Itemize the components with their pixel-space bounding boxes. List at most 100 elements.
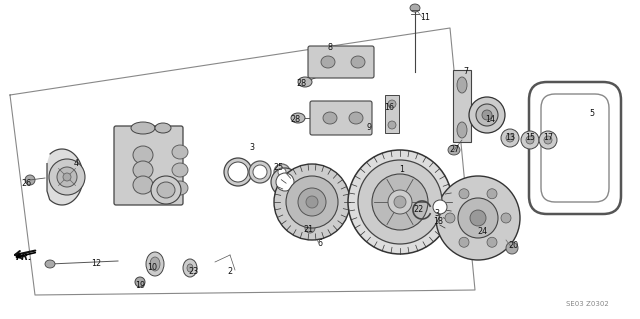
- Ellipse shape: [445, 213, 455, 223]
- Ellipse shape: [57, 167, 77, 187]
- Bar: [453, 70, 471, 142]
- Text: 9: 9: [367, 122, 372, 131]
- Ellipse shape: [146, 252, 164, 276]
- FancyBboxPatch shape: [114, 126, 183, 205]
- Ellipse shape: [278, 168, 286, 176]
- Ellipse shape: [539, 131, 557, 149]
- Text: 11: 11: [420, 12, 430, 21]
- Text: FR.: FR.: [16, 253, 32, 262]
- Text: 25: 25: [273, 164, 283, 173]
- Ellipse shape: [286, 176, 338, 228]
- Text: SE03 Z0302: SE03 Z0302: [566, 301, 609, 307]
- FancyBboxPatch shape: [310, 101, 372, 135]
- Ellipse shape: [271, 168, 299, 196]
- Ellipse shape: [298, 77, 312, 87]
- Ellipse shape: [274, 164, 350, 240]
- Ellipse shape: [457, 77, 467, 93]
- Ellipse shape: [135, 277, 145, 287]
- Ellipse shape: [157, 182, 175, 198]
- Ellipse shape: [448, 145, 460, 155]
- Text: 14: 14: [485, 115, 495, 124]
- Ellipse shape: [476, 104, 498, 126]
- Text: 6: 6: [317, 239, 323, 248]
- Ellipse shape: [388, 100, 396, 108]
- Text: 12: 12: [91, 259, 101, 269]
- Ellipse shape: [433, 200, 447, 214]
- Ellipse shape: [544, 136, 552, 144]
- Text: 2: 2: [227, 266, 232, 276]
- Text: 26: 26: [21, 179, 31, 188]
- Ellipse shape: [187, 264, 193, 272]
- Text: 17: 17: [543, 133, 553, 143]
- Ellipse shape: [487, 237, 497, 247]
- Ellipse shape: [526, 136, 534, 144]
- Ellipse shape: [436, 176, 520, 260]
- Ellipse shape: [306, 196, 318, 208]
- Ellipse shape: [172, 163, 188, 177]
- Ellipse shape: [224, 158, 252, 186]
- Text: 1: 1: [399, 166, 404, 174]
- Text: 22: 22: [413, 205, 423, 214]
- Text: 19: 19: [135, 281, 145, 291]
- Ellipse shape: [469, 97, 505, 133]
- Ellipse shape: [323, 112, 337, 124]
- Text: 3: 3: [435, 209, 440, 218]
- Ellipse shape: [133, 176, 153, 194]
- Text: 4: 4: [74, 159, 79, 167]
- Text: 13: 13: [505, 132, 515, 142]
- Ellipse shape: [501, 213, 511, 223]
- Ellipse shape: [521, 131, 539, 149]
- Text: 15: 15: [525, 133, 535, 143]
- Text: 24: 24: [477, 227, 487, 236]
- Ellipse shape: [506, 134, 514, 142]
- Text: 21: 21: [303, 226, 313, 234]
- Ellipse shape: [321, 56, 335, 68]
- Ellipse shape: [428, 195, 452, 219]
- Ellipse shape: [358, 160, 442, 244]
- Ellipse shape: [348, 150, 452, 254]
- Ellipse shape: [172, 181, 188, 195]
- Ellipse shape: [487, 189, 497, 199]
- Ellipse shape: [351, 56, 365, 68]
- Ellipse shape: [298, 188, 326, 216]
- FancyBboxPatch shape: [541, 94, 609, 202]
- Text: 23: 23: [188, 268, 198, 277]
- Ellipse shape: [155, 123, 171, 133]
- Ellipse shape: [228, 162, 248, 182]
- Ellipse shape: [482, 110, 492, 120]
- Text: 20: 20: [508, 241, 518, 250]
- Ellipse shape: [133, 146, 153, 164]
- Ellipse shape: [388, 121, 396, 129]
- Ellipse shape: [45, 260, 55, 268]
- FancyArrowPatch shape: [17, 253, 35, 258]
- Text: 18: 18: [433, 218, 443, 226]
- FancyBboxPatch shape: [308, 46, 374, 78]
- Text: 5: 5: [589, 108, 595, 117]
- Ellipse shape: [410, 4, 420, 12]
- Ellipse shape: [151, 176, 181, 204]
- Ellipse shape: [172, 145, 188, 159]
- Ellipse shape: [249, 161, 271, 183]
- Ellipse shape: [349, 112, 363, 124]
- Ellipse shape: [133, 161, 153, 179]
- Bar: [385, 95, 399, 133]
- Ellipse shape: [253, 165, 267, 179]
- Ellipse shape: [457, 122, 467, 138]
- Ellipse shape: [388, 190, 412, 214]
- Ellipse shape: [394, 196, 406, 208]
- Ellipse shape: [470, 210, 486, 226]
- Text: 28: 28: [296, 78, 306, 87]
- Text: 3: 3: [250, 144, 255, 152]
- Text: 7: 7: [463, 68, 468, 77]
- Ellipse shape: [372, 174, 428, 230]
- Ellipse shape: [305, 223, 315, 233]
- Text: 27: 27: [450, 145, 460, 154]
- PathPatch shape: [47, 149, 83, 205]
- Ellipse shape: [25, 175, 35, 185]
- Text: 16: 16: [384, 103, 394, 113]
- Ellipse shape: [459, 189, 469, 199]
- Ellipse shape: [274, 164, 290, 180]
- Ellipse shape: [63, 173, 71, 181]
- Ellipse shape: [506, 242, 518, 254]
- Ellipse shape: [501, 129, 519, 147]
